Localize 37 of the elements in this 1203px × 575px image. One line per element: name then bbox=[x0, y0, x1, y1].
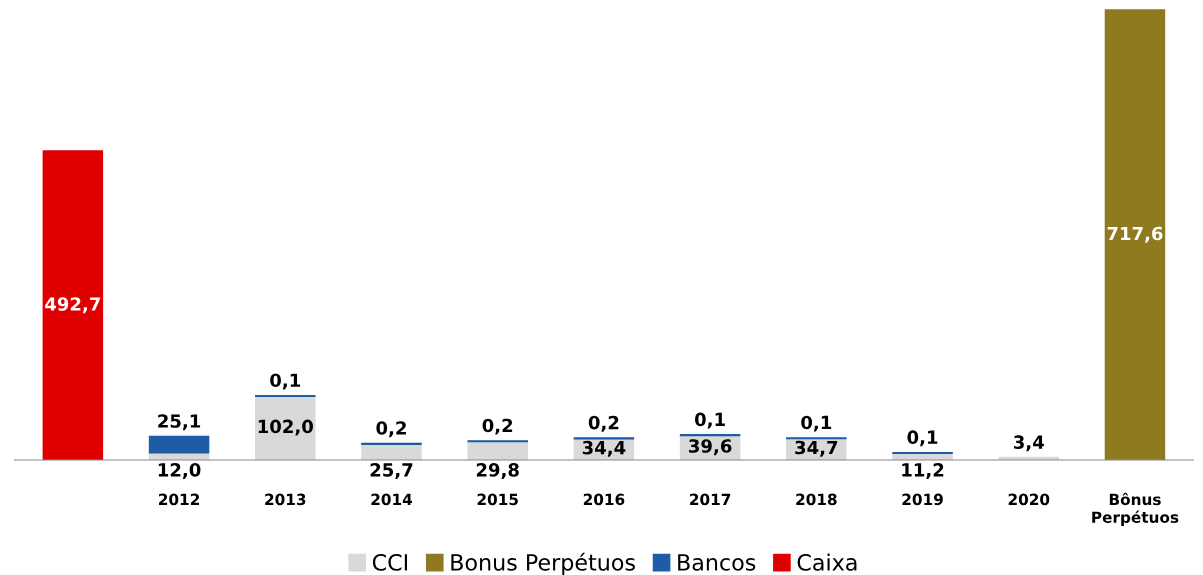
data-label: 0,1 bbox=[694, 412, 725, 429]
data-label: 11,2 bbox=[902, 463, 944, 479]
data-label: 717,6 bbox=[1107, 226, 1163, 243]
data-label: 34,4 bbox=[582, 440, 626, 457]
bar bbox=[467, 440, 528, 460]
bar bbox=[1104, 9, 1166, 460]
x-tick-label: Bônus Perpétuos bbox=[1092, 492, 1179, 526]
data-label: 34,7 bbox=[795, 440, 838, 457]
x-tick-label: 2020 bbox=[1008, 493, 1050, 506]
legend-label: Bonus Perpétuos bbox=[451, 552, 635, 575]
data-label: 0,2 bbox=[376, 421, 406, 438]
legend-label: Caixa bbox=[797, 553, 857, 571]
data-label: 492,7 bbox=[45, 297, 100, 314]
data-label: 102,0 bbox=[258, 419, 313, 436]
data-label: 39,6 bbox=[689, 439, 732, 456]
x-tick-label: 2018 bbox=[796, 493, 837, 506]
data-label: 12,0 bbox=[158, 463, 201, 479]
data-label: 29,8 bbox=[476, 463, 519, 479]
x-tick-label: 2012 bbox=[159, 493, 199, 506]
data-label: 0,2 bbox=[588, 415, 619, 432]
data-label: 0,2 bbox=[482, 418, 513, 435]
data-label: 25,1 bbox=[158, 414, 201, 431]
x-tick-label: 2019 bbox=[902, 493, 943, 506]
bar bbox=[148, 435, 210, 454]
legend-label: Bancos bbox=[678, 554, 756, 571]
data-label: 0,1 bbox=[270, 373, 301, 390]
data-label: 0,1 bbox=[907, 430, 938, 447]
x-tick-label: 2016 bbox=[583, 493, 625, 506]
x-tick-label: 2014 bbox=[371, 493, 413, 506]
x-tick-label: 2015 bbox=[477, 493, 518, 506]
data-label: 3,4 bbox=[1013, 435, 1044, 452]
x-tick-label: 2013 bbox=[265, 493, 306, 506]
bar bbox=[42, 150, 104, 460]
x-tick-label: 2017 bbox=[690, 493, 731, 506]
legend-label: CCI bbox=[372, 553, 408, 571]
data-label: 25,7 bbox=[370, 463, 413, 479]
data-label: 0,1 bbox=[801, 415, 832, 432]
